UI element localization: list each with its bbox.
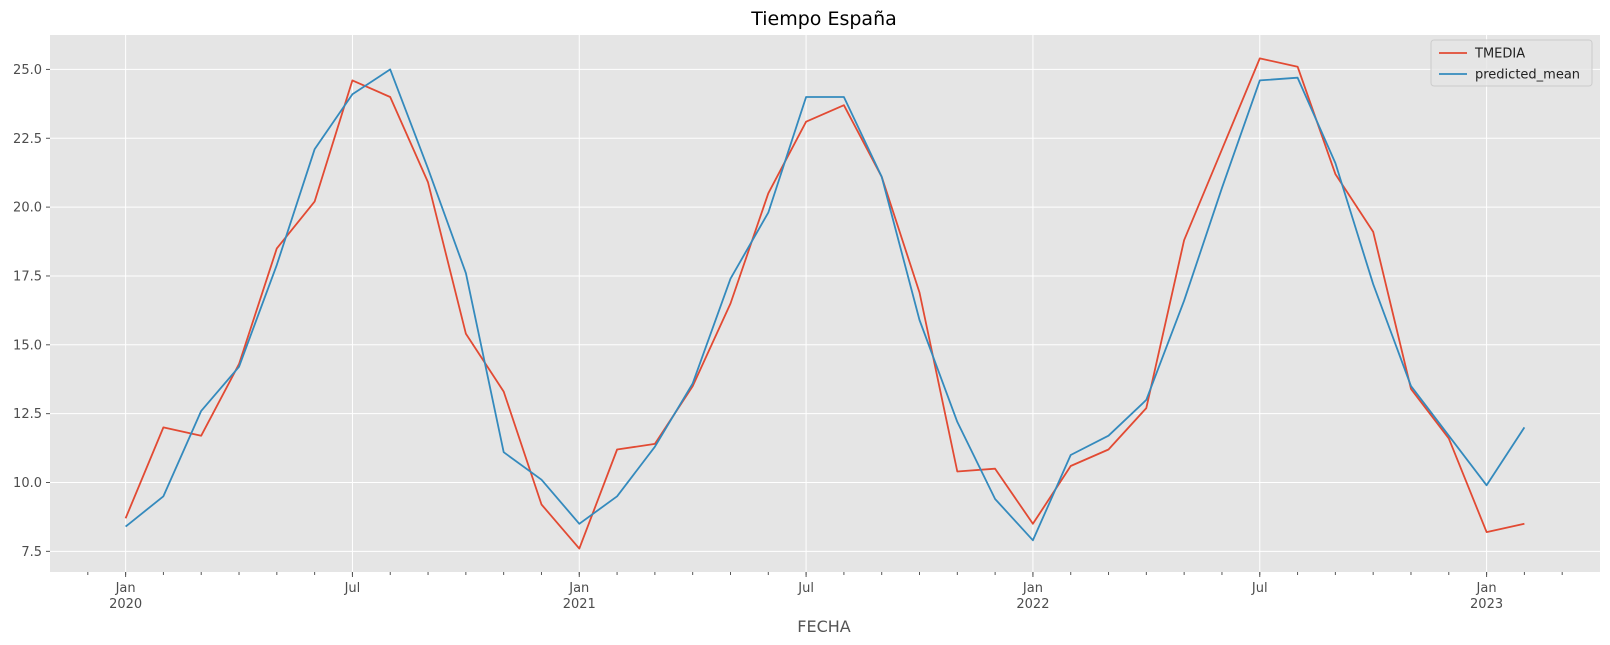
y-tick-label: 7.5 [21, 545, 42, 560]
legend-label: TMEDIA [1474, 47, 1525, 62]
series-line-tmedia [124, 57, 1525, 550]
series-line-predicted-mean [125, 68, 1526, 542]
x-tick-year-label: 2021 [563, 597, 596, 612]
x-tick-year-label: 2022 [1016, 597, 1049, 612]
x-tick-year-label: 2023 [1470, 597, 1503, 612]
y-tick-label: 10.0 [13, 476, 42, 491]
x-tick-label: Jan [568, 581, 589, 596]
legend-label: predicted_mean [1475, 68, 1580, 83]
x-tick-year-label: 2020 [109, 597, 142, 612]
grid [50, 35, 1600, 572]
chart-title: Tiempo España [750, 8, 897, 30]
y-tick-label: 12.5 [13, 407, 42, 422]
y-tick-label: 17.5 [13, 269, 42, 284]
y-tick-label: 20.0 [13, 201, 42, 216]
plot-area [50, 35, 1600, 572]
x-tick-label: Jul [1251, 581, 1268, 596]
y-tick-label: 22.5 [13, 132, 42, 147]
y-tick-label: 15.0 [13, 338, 42, 353]
y-tick-label: 25.0 [13, 63, 42, 78]
x-tick-label: Jan [1476, 581, 1497, 596]
x-tick-label: Jul [344, 581, 361, 596]
legend: TMEDIA predicted_mean [1430, 39, 1593, 87]
x-tick-label: Jul [797, 581, 814, 596]
series-lines [124, 57, 1526, 550]
legend-box [1430, 39, 1593, 87]
x-axis-label: FECHA [797, 617, 851, 636]
x-tick-label: Jan [1022, 581, 1043, 596]
y-axis-ticks: 7.5 10.0 12.5 15.0 17.5 20.0 22.5 25.0 [13, 63, 50, 560]
x-tick-label: Jan [115, 581, 136, 596]
